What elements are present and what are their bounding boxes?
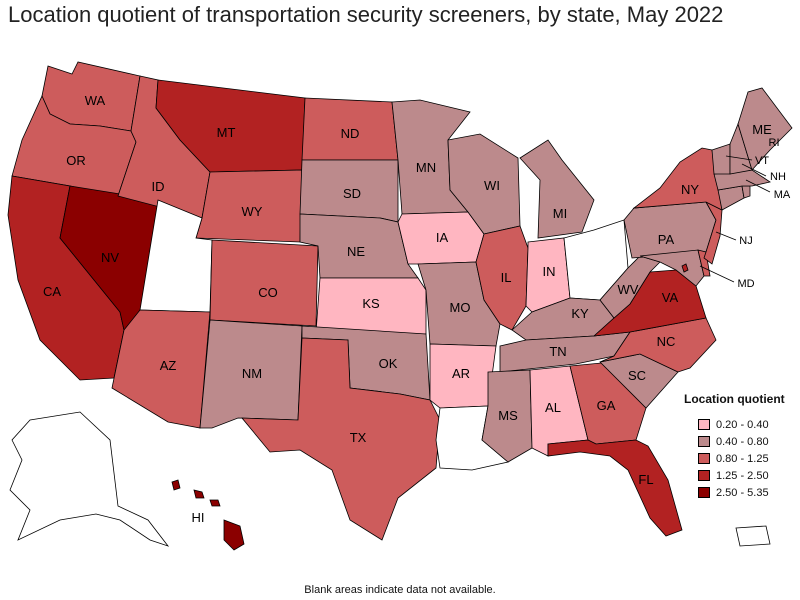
label-OK: OK <box>379 356 398 371</box>
legend-title: Location quotient <box>684 392 785 406</box>
state-WY[interactable] <box>195 169 303 243</box>
state-VT[interactable] <box>711 143 731 175</box>
state-PA[interactable] <box>623 201 717 259</box>
label-KY: KY <box>571 306 589 321</box>
legend-swatch <box>698 436 710 447</box>
label-MA: MA <box>774 189 791 201</box>
legend-item: 0.80 - 1.25 <box>684 450 794 467</box>
label-NM: NM <box>242 366 262 381</box>
state-HI[interactable] <box>171 479 245 551</box>
label-IL: IL <box>501 270 512 285</box>
state-KS[interactable] <box>315 277 427 335</box>
legend-item: 0.20 - 0.40 <box>684 416 794 433</box>
state-labels: WA OR CA NV ID MT WY AZ CO NM ND SD NE K… <box>43 93 791 525</box>
label-MN: MN <box>416 160 436 175</box>
label-NY: NY <box>681 182 699 197</box>
label-TN: TN <box>549 344 566 359</box>
label-PA: PA <box>658 232 675 247</box>
label-MS: MS <box>498 408 518 423</box>
label-MO: MO <box>450 300 471 315</box>
label-VT: VT <box>755 155 769 167</box>
label-WI: WI <box>484 178 500 193</box>
legend-label: 0.40 - 0.80 <box>716 435 769 448</box>
label-MI: MI <box>553 206 567 221</box>
label-AZ: AZ <box>160 358 177 373</box>
label-GA: GA <box>597 398 616 413</box>
label-WA: WA <box>85 93 106 108</box>
label-KS: KS <box>362 296 380 311</box>
label-ME: ME <box>752 122 772 137</box>
leader-MD <box>699 265 735 283</box>
legend-label: 2.50 - 5.35 <box>716 486 769 499</box>
label-ND: ND <box>341 126 360 141</box>
legend-item: 0.40 - 0.80 <box>684 433 794 450</box>
label-TX: TX <box>350 430 367 445</box>
legend-item: 2.50 - 5.35 <box>684 484 794 501</box>
map-title: Location quotient of transportation secu… <box>8 2 724 27</box>
state-AK[interactable] <box>9 411 170 547</box>
state-DC[interactable] <box>681 263 689 273</box>
label-NE: NE <box>347 244 365 259</box>
label-IN: IN <box>543 264 556 279</box>
label-AR: AR <box>452 366 470 381</box>
label-WV: WV <box>618 282 639 297</box>
legend-rows: 0.20 - 0.40 0.40 - 0.80 0.80 - 1.25 1.25 - … <box>684 416 794 501</box>
legend-swatch <box>698 453 710 464</box>
legend-label: 1.25 - 2.50 <box>716 469 769 482</box>
label-MD: MD <box>737 278 754 290</box>
label-NH: NH <box>770 171 786 183</box>
state-NY[interactable] <box>632 147 723 211</box>
leader-NH <box>741 163 767 177</box>
label-AL: AL <box>545 400 561 415</box>
label-IA: IA <box>436 230 449 245</box>
label-SD: SD <box>343 186 361 201</box>
label-WY: WY <box>242 204 263 219</box>
state-MI[interactable] <box>519 139 595 239</box>
legend-label: 0.20 - 0.40 <box>716 418 769 431</box>
leader-VT <box>725 155 753 161</box>
label-NJ: NJ <box>739 235 752 247</box>
legend-swatch <box>698 419 710 430</box>
label-FL: FL <box>638 472 653 487</box>
label-CA: CA <box>43 284 61 299</box>
legend-swatch <box>698 470 710 481</box>
state-NJ[interactable] <box>703 201 723 265</box>
state-ME[interactable] <box>737 87 793 171</box>
state-TX[interactable] <box>241 337 441 541</box>
label-ID: ID <box>152 179 165 194</box>
state-WV[interactable] <box>599 255 661 319</box>
leader-MA <box>745 179 771 193</box>
label-HI: HI <box>192 510 205 525</box>
state-FL[interactable] <box>547 439 683 537</box>
state-PR[interactable] <box>735 525 771 547</box>
label-SC: SC <box>628 368 646 383</box>
state-CO[interactable] <box>209 239 319 327</box>
label-NV: NV <box>101 250 119 265</box>
footnote: Blank areas indicate data not available. <box>304 584 496 596</box>
label-OR: OR <box>66 153 86 168</box>
label-NC: NC <box>657 334 676 349</box>
legend-item: 1.25 - 2.50 <box>684 467 794 484</box>
map-legend: Location quotient 0.20 - 0.40 0.40 - 0.80… <box>684 392 794 501</box>
label-RI: RI <box>769 137 780 149</box>
label-MT: MT <box>217 125 236 140</box>
label-VA: VA <box>662 290 679 305</box>
legend-label: 0.80 - 1.25 <box>716 452 769 465</box>
label-CO: CO <box>258 285 278 300</box>
leader-NJ <box>715 231 737 241</box>
legend-swatch <box>698 487 710 498</box>
